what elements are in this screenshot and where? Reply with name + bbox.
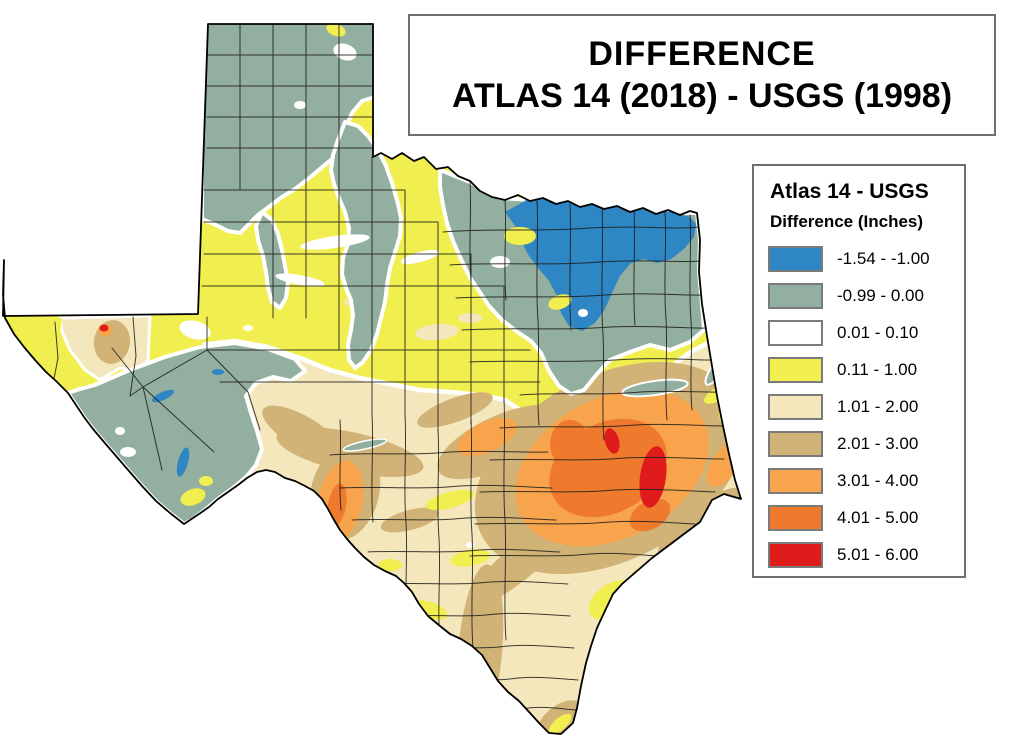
legend-range-label: 4.01 - 5.00 bbox=[837, 507, 919, 527]
region-tan-band bbox=[417, 392, 493, 428]
region-red-core-houston bbox=[639, 446, 667, 508]
region-tan-band bbox=[262, 405, 342, 459]
region-yellow-patch bbox=[548, 713, 572, 734]
region-tan-band bbox=[469, 518, 571, 606]
legend-range-label: 1.01 - 2.00 bbox=[837, 396, 919, 416]
legend-swatch bbox=[768, 319, 823, 346]
legend-subtitle: Difference (Inches) bbox=[770, 212, 924, 231]
legend-swatch bbox=[768, 393, 823, 420]
region-green-panhandle bbox=[200, 24, 380, 235]
legend-range-label: -1.54 - -1.00 bbox=[837, 248, 930, 268]
region-yellow-patch bbox=[199, 476, 213, 486]
legend-row: 2.01 - 3.00 bbox=[768, 425, 964, 462]
region-white-patch bbox=[120, 447, 136, 457]
legend-row: 5.01 - 6.00 bbox=[768, 536, 964, 573]
region-yellow-patch bbox=[450, 549, 490, 567]
legend-title: Atlas 14 - USGS bbox=[770, 180, 929, 203]
region-white-patch bbox=[300, 234, 370, 250]
legend-row: 0.01 - 0.10 bbox=[768, 314, 964, 351]
region-dorange-lobe bbox=[550, 420, 590, 468]
region-white-patch bbox=[243, 325, 253, 331]
region-white-patch bbox=[490, 256, 510, 268]
legend-swatch bbox=[768, 282, 823, 309]
map-title-line2: ATLAS 14 (2018) - USGS (1998) bbox=[451, 77, 953, 115]
legend: Atlas 14 - USGS Difference (Inches) -1.5… bbox=[752, 164, 966, 578]
region-red-streak bbox=[604, 428, 620, 454]
region-green-short-band bbox=[254, 210, 290, 310]
legend-row: 4.01 - 5.00 bbox=[768, 499, 964, 536]
legend-row: -0.99 - 0.00 bbox=[768, 277, 964, 314]
legend-range-label: 2.01 - 3.00 bbox=[837, 433, 919, 453]
region-white-patch bbox=[294, 101, 306, 109]
legend-swatch bbox=[768, 356, 823, 383]
region-white-patch bbox=[179, 320, 211, 340]
map-title-line1: DIFFERENCE bbox=[588, 34, 816, 73]
region-green-sliver bbox=[342, 438, 388, 452]
map-title-box: DIFFERENCE ATLAS 14 (2018) - USGS (1998) bbox=[408, 14, 996, 136]
region-red-guadalupe-dot bbox=[99, 324, 109, 332]
legend-row: 3.01 - 4.00 bbox=[768, 462, 964, 499]
legend-swatch bbox=[768, 430, 823, 457]
region-blue-streak bbox=[212, 369, 224, 375]
legend-range-label: 5.01 - 6.00 bbox=[837, 544, 919, 564]
region-green-snake-band bbox=[329, 120, 403, 370]
region-yellow-patch bbox=[378, 559, 402, 571]
region-yellow-patch bbox=[548, 294, 572, 310]
legend-range-label: 0.11 - 1.00 bbox=[837, 359, 918, 379]
legend-range-label: 0.01 - 0.10 bbox=[837, 322, 919, 342]
region-white-patch bbox=[275, 273, 325, 287]
legend-rows: -1.54 - -1.00 -0.99 - 0.00 0.01 - 0.10 0.11… bbox=[768, 240, 964, 573]
legend-row: 0.11 - 1.00 bbox=[768, 351, 964, 388]
legend-swatch bbox=[768, 467, 823, 494]
region-white-patch bbox=[400, 249, 440, 265]
region-yellow-elpaso-tip bbox=[3, 316, 62, 348]
region-yellow-patch bbox=[180, 488, 206, 506]
legend-row: 1.01 - 2.00 bbox=[768, 388, 964, 425]
texas-state-outline bbox=[2, 23, 742, 735]
region-white-patch bbox=[578, 309, 588, 317]
legend-row: -1.54 - -1.00 bbox=[768, 240, 964, 277]
legend-swatch bbox=[768, 504, 823, 531]
region-paletan-patch bbox=[415, 323, 459, 341]
legend-swatch bbox=[768, 245, 823, 272]
region-yellow-patch bbox=[326, 24, 346, 37]
region-dorange-lobe bbox=[629, 498, 671, 532]
legend-swatch bbox=[768, 541, 823, 568]
region-blue-streak bbox=[176, 447, 190, 477]
region-paletan-patch bbox=[458, 313, 482, 323]
region-white-patch bbox=[115, 427, 125, 435]
legend-range-label: 3.01 - 4.00 bbox=[837, 470, 919, 490]
county-boundaries bbox=[50, 24, 731, 716]
region-yellow-patch bbox=[504, 227, 536, 245]
region-blue-streak bbox=[151, 389, 175, 403]
legend-range-label: -0.99 - 0.00 bbox=[837, 285, 924, 305]
